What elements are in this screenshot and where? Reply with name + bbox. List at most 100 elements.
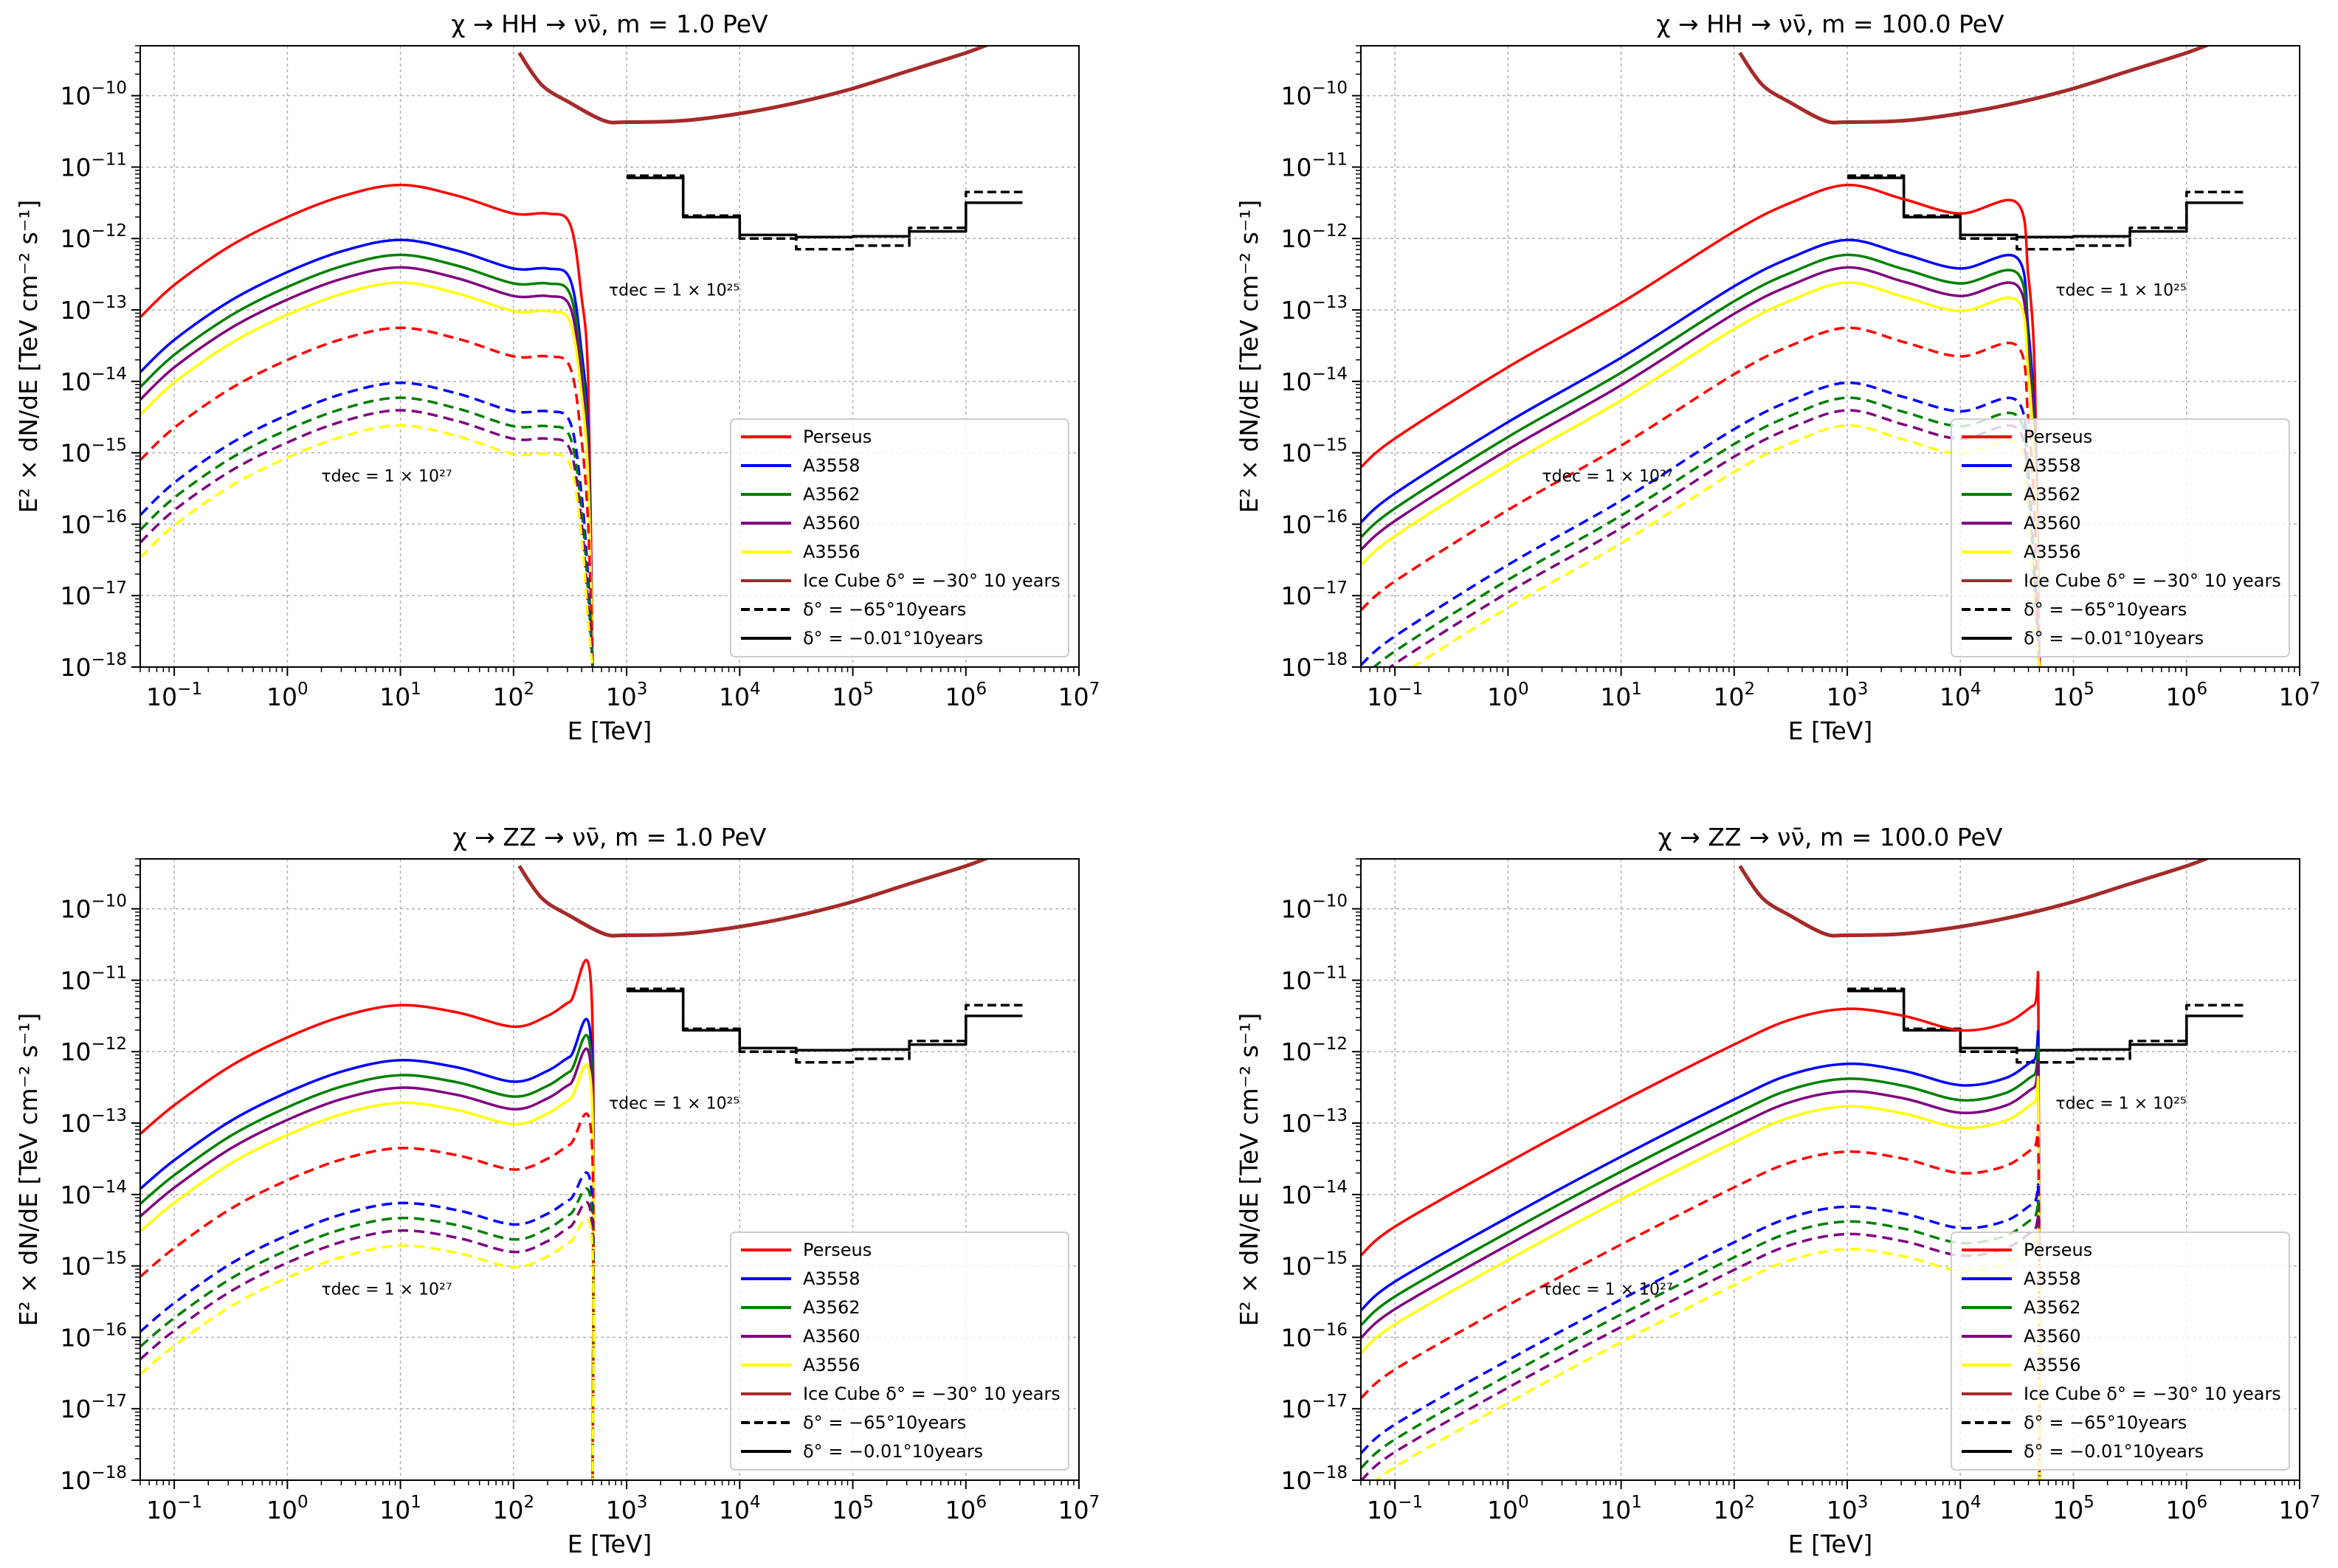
x-axis-label: E [TeV]	[568, 716, 652, 745]
x-tick-label-exp: 7	[1089, 1493, 1100, 1512]
spectrum-perseus-tau25	[140, 183, 594, 667]
x-tick-label: 101	[379, 680, 421, 711]
x-tick-label: 100	[1487, 1493, 1529, 1524]
x-tick-label-base: 10	[1367, 1496, 1398, 1524]
spectrum-perseus-tau25	[140, 959, 595, 1480]
plot-lines	[1361, 859, 2244, 1480]
y-tick-label-base: 10	[1280, 1323, 1311, 1352]
y-tick-label: 10−13	[60, 293, 127, 325]
ticks	[131, 858, 1080, 1489]
x-tick-label-exp: 4	[750, 1493, 761, 1512]
y-tick-label: 10−14	[1280, 365, 1348, 396]
x-tick-label-base: 10	[266, 683, 297, 711]
x-tick-label-base: 10	[493, 1496, 524, 1524]
y-tick-label-exp: −18	[91, 1463, 127, 1482]
y-axis-label: E² × dN/dE [TeV cm⁻² s⁻¹]	[1235, 1013, 1263, 1327]
x-tick-label-exp: 4	[750, 680, 761, 699]
x-tick-label: 104	[719, 680, 761, 711]
y-tick-label-base: 10	[1280, 439, 1311, 468]
y-tick-label: 10−18	[60, 1463, 127, 1495]
panel-1: 10−1 100 101 102 103 104 105 106 10710−1810−1710…	[14, 10, 1100, 745]
spectrum-a3562-tau27	[140, 396, 594, 667]
legend: Perseus A3558 A3562 A3560 A3556 Ice Cube δ° =…	[1951, 1232, 2290, 1471]
x-tick-label: 103	[606, 680, 648, 711]
x-tick-label: 102	[1714, 680, 1756, 711]
tau-annotation-1e25: τdec = 1 × 10²⁵	[2055, 282, 2186, 300]
x-tick-label-base: 10	[379, 683, 410, 711]
y-tick-label-exp: −11	[1311, 963, 1348, 982]
x-tick-label-base: 10	[1600, 1496, 1631, 1524]
ticks	[1352, 858, 2300, 1489]
y-tick-label-exp: −16	[1311, 1320, 1348, 1339]
chart-title: χ → ZZ → νν̄, m = 1.0 PeV	[453, 823, 767, 852]
x-tick-label: 105	[832, 680, 874, 711]
y-tick-label-exp: −18	[1311, 650, 1348, 669]
y-tick-label: 10−12	[1280, 221, 1348, 253]
y-tick-label-exp: −12	[91, 221, 127, 241]
spectrum-a3558-tau27	[140, 381, 594, 667]
x-tick-label-exp: 1	[410, 1493, 421, 1512]
legend-label: A3556	[803, 1355, 861, 1375]
y-tick-label-exp: −17	[91, 1392, 127, 1411]
spectrum-a3558-tau27	[140, 1171, 595, 1480]
y-tick-label: 10−15	[60, 1249, 127, 1281]
y-tick-label-base: 10	[1280, 1252, 1311, 1281]
y-tick-label: 10−13	[60, 1106, 127, 1138]
x-tick-label-base: 10	[2165, 683, 2196, 711]
y-tick-label: 10−14	[60, 365, 127, 396]
x-tick-label-base: 10	[266, 1496, 297, 1524]
legend-frame	[1951, 418, 2290, 657]
legend-label: Ice Cube δ° = −30° 10 years	[2024, 1384, 2281, 1404]
legend-label: δ° = −65°10years	[803, 599, 966, 620]
y-tick-label-base: 10	[60, 1037, 91, 1066]
x-tick-label: 10−1	[1367, 1493, 1423, 1524]
x-tick-label: 10−1	[146, 680, 202, 711]
x-tick-label-base: 10	[1939, 1496, 1970, 1524]
y-tick-label: 10−17	[60, 578, 127, 610]
spectrum-a3560-tau25	[140, 266, 594, 667]
x-tick-label-base: 10	[719, 1496, 750, 1524]
x-tick-label-exp: 7	[2310, 1493, 2321, 1512]
x-tick-label: 107	[2279, 680, 2321, 711]
y-tick-label-base: 10	[60, 895, 91, 924]
legend-label: δ° = −0.01°10years	[803, 628, 983, 649]
x-tick-label: 106	[2165, 1493, 2207, 1524]
y-tick-label: 10−16	[1280, 1320, 1348, 1352]
legend: Perseus A3558 A3562 A3560 A3556 Ice Cube δ° =…	[730, 418, 1069, 657]
x-tick-label-exp: 2	[524, 1493, 535, 1512]
legend-label: A3560	[2024, 1326, 2081, 1347]
sensitivity-step-solid	[1847, 176, 2244, 239]
x-tick-label: 101	[1600, 1493, 1642, 1524]
tau-annotation-1e25: τdec = 1 × 10²⁵	[609, 282, 739, 300]
y-tick-label-base: 10	[60, 1323, 91, 1352]
x-tick-label-base: 10	[1058, 1496, 1089, 1524]
y-tick-label-base: 10	[60, 510, 91, 539]
legend-frame	[730, 418, 1069, 657]
x-tick-label-exp: 2	[1745, 1493, 1756, 1512]
x-tick-label-exp: 7	[2310, 680, 2321, 699]
y-tick-label-exp: −13	[91, 293, 127, 312]
y-tick-label: 10−15	[1280, 1249, 1348, 1281]
spectrum-a3560-tau27	[140, 1201, 595, 1480]
x-tick-label: 104	[1939, 1493, 1982, 1524]
x-tick-label: 10−1	[1367, 680, 1423, 711]
legend-frame	[1951, 1232, 2290, 1471]
plot-lines	[140, 46, 1023, 667]
y-tick-label-exp: −13	[1311, 293, 1348, 312]
y-tick-label-exp: −12	[91, 1035, 127, 1054]
x-tick-label-exp: 6	[976, 1493, 987, 1512]
legend-label: A3558	[803, 1268, 861, 1289]
y-tick-label-base: 10	[1280, 581, 1311, 610]
y-tick-label-exp: −13	[1311, 1106, 1348, 1125]
x-tick-label-exp: −1	[177, 680, 202, 699]
y-tick-label-exp: −10	[1311, 892, 1348, 911]
y-tick-label: 10−12	[60, 221, 127, 253]
y-tick-label-base: 10	[60, 439, 91, 468]
x-tick-label: 103	[1827, 680, 1869, 711]
sensitivity-step-dashed	[1847, 174, 2244, 251]
y-tick-label: 10−10	[60, 79, 127, 111]
spectrum-perseus-tau27	[1361, 326, 2041, 667]
y-tick-label-exp: −14	[1311, 1178, 1348, 1197]
y-tick-label: 10−11	[60, 150, 127, 182]
